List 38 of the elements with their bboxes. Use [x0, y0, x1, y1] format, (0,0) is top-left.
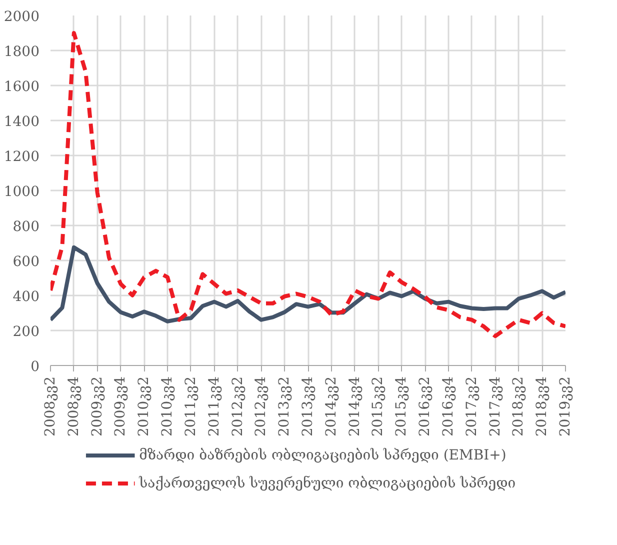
x-tick-label: 2011კვ2 [182, 376, 199, 436]
x-tick-label: 2017კვ2 [464, 376, 480, 436]
legend-label: მზარდი ბაზრების ობლიგაციების სპრედი (EMBI+) [139, 448, 506, 464]
x-tick-label: 2015კვ4 [394, 376, 410, 436]
x-tick-label: 2019კვ2 [558, 376, 574, 436]
y-tick-label: 1800 [4, 44, 40, 60]
x-tick-label: 2009კვ4 [112, 376, 129, 436]
x-tick-label: 2009კვ2 [89, 376, 106, 436]
x-tick-label: 2018კვ2 [510, 376, 527, 436]
x-tick-label: 2012კვ2 [230, 376, 246, 436]
line-series [50, 245, 566, 324]
x-tick-label: 2011კვ4 [206, 376, 222, 436]
x-tick-label: 2014კვ2 [323, 376, 340, 436]
y-tick-label: 1400 [4, 114, 40, 130]
y-tick-label: 800 [12, 219, 40, 235]
y-tick-label: 400 [12, 289, 40, 305]
x-tick-label: 2018კვ4 [534, 376, 550, 436]
y-tick-label: 600 [12, 254, 40, 270]
x-tick-label: 2016კვ4 [440, 376, 456, 436]
y-tick-label: 1200 [4, 149, 40, 165]
y-tick-label: 200 [12, 324, 40, 340]
x-tick-label: 2012კვ4 [253, 376, 270, 436]
x-tick-label: 2017კვ4 [487, 376, 504, 436]
x-tick-label: 2014კვ4 [346, 376, 363, 436]
y-tick-label: 0 [30, 359, 40, 375]
x-tick-label: 2013კვ4 [300, 376, 316, 436]
x-tick-label: 2010კვ2 [136, 376, 152, 436]
y-tick-label: 1600 [4, 79, 40, 95]
x-tick-label: 2008კვ2 [42, 376, 58, 436]
y-tick-label: 1000 [4, 184, 40, 200]
y-tick-label: 2000 [4, 9, 40, 25]
x-tick-label: 2010კვ4 [160, 376, 176, 436]
x-tick-label: 2016კვ2 [417, 376, 434, 436]
x-tick-label: 2015კვ2 [370, 376, 386, 436]
legend-label: საქართველოს სუვერენული ობლიგაციების სპრედი [138, 476, 516, 492]
x-tick-label: 2008კვ4 [66, 376, 82, 436]
x-tick-label: 2013კვ2 [276, 376, 293, 436]
line-series [50, 31, 566, 338]
